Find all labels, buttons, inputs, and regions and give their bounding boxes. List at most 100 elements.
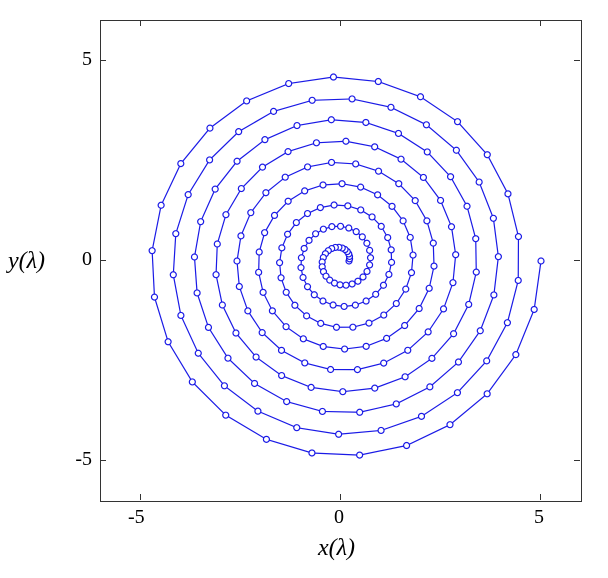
data-marker: [393, 401, 399, 407]
data-marker: [402, 323, 408, 329]
data-marker: [223, 212, 229, 218]
data-marker: [484, 152, 490, 158]
data-marker: [285, 149, 291, 155]
data-marker: [473, 269, 479, 275]
data-marker: [336, 431, 342, 437]
data-marker: [454, 390, 460, 396]
data-marker: [538, 258, 544, 264]
data-marker: [277, 260, 283, 266]
data-marker: [490, 215, 496, 221]
data-marker: [364, 240, 370, 246]
data-marker: [234, 258, 240, 264]
data-marker: [504, 320, 510, 326]
data-marker: [495, 254, 501, 260]
data-marker: [198, 219, 204, 225]
data-marker: [298, 265, 304, 271]
data-marker: [213, 272, 219, 278]
spiral-line: [152, 77, 541, 455]
data-marker: [320, 343, 326, 349]
data-marker: [149, 248, 155, 254]
y-tick: [100, 460, 106, 461]
data-marker: [309, 450, 315, 456]
data-marker: [238, 233, 244, 239]
data-marker: [333, 324, 339, 330]
data-marker: [260, 289, 266, 295]
data-marker: [464, 203, 470, 209]
data-marker: [396, 181, 402, 187]
data-marker: [320, 182, 326, 188]
data-marker: [285, 198, 291, 204]
x-axis-label: x(λ): [318, 535, 355, 562]
data-marker: [389, 203, 395, 209]
data-marker: [279, 245, 285, 251]
data-marker: [313, 140, 319, 146]
data-marker: [329, 159, 335, 165]
data-marker: [393, 301, 399, 307]
data-marker: [403, 286, 409, 292]
data-marker: [219, 302, 225, 308]
data-marker: [317, 205, 323, 211]
data-marker: [417, 94, 423, 100]
data-marker: [255, 408, 261, 414]
data-marker: [272, 212, 278, 218]
x-tick: [140, 20, 141, 26]
data-marker: [302, 360, 308, 366]
data-marker: [369, 214, 375, 220]
data-marker: [225, 355, 231, 361]
data-marker: [263, 436, 269, 442]
data-marker: [170, 272, 176, 278]
data-marker: [284, 399, 290, 405]
data-marker: [398, 156, 404, 162]
data-marker: [205, 324, 211, 330]
data-marker: [262, 137, 268, 143]
data-marker: [515, 234, 521, 240]
data-marker: [158, 202, 164, 208]
data-marker: [345, 203, 351, 209]
data-marker: [236, 284, 242, 290]
data-marker: [360, 274, 366, 280]
data-marker: [309, 97, 315, 103]
data-marker: [151, 294, 157, 300]
data-marker: [212, 186, 218, 192]
data-marker: [412, 198, 418, 204]
data-marker: [513, 352, 519, 358]
data-marker: [449, 224, 455, 230]
data-marker: [363, 343, 369, 349]
data-marker: [313, 231, 319, 237]
data-marker: [405, 347, 411, 353]
data-marker: [453, 252, 459, 258]
data-marker: [233, 330, 239, 336]
data-marker: [207, 125, 213, 131]
data-marker: [424, 149, 430, 155]
data-marker: [178, 161, 184, 167]
data-marker: [352, 302, 358, 308]
data-marker: [420, 174, 426, 180]
data-marker: [395, 130, 401, 136]
data-marker: [473, 236, 479, 242]
data-marker: [430, 240, 436, 246]
data-marker: [384, 335, 390, 341]
data-marker: [410, 252, 416, 258]
y-tick: [574, 260, 580, 261]
data-marker: [367, 247, 373, 253]
data-marker: [380, 282, 386, 288]
data-marker: [358, 207, 364, 213]
data-marker: [302, 188, 308, 194]
data-marker: [388, 104, 394, 110]
data-marker: [320, 226, 326, 232]
data-marker: [341, 303, 347, 309]
data-marker: [423, 122, 429, 128]
x-tick-label: -5: [128, 506, 168, 529]
x-tick-label: 5: [534, 506, 574, 529]
data-marker: [477, 328, 483, 334]
data-marker: [286, 81, 292, 87]
y-axis-label: y(λ): [8, 248, 45, 275]
data-marker: [359, 234, 365, 240]
data-marker: [318, 320, 324, 326]
data-marker: [425, 329, 431, 335]
data-marker: [292, 302, 298, 308]
data-marker: [305, 284, 311, 290]
data-marker: [353, 161, 359, 167]
data-marker: [304, 313, 310, 319]
data-marker: [259, 164, 265, 170]
